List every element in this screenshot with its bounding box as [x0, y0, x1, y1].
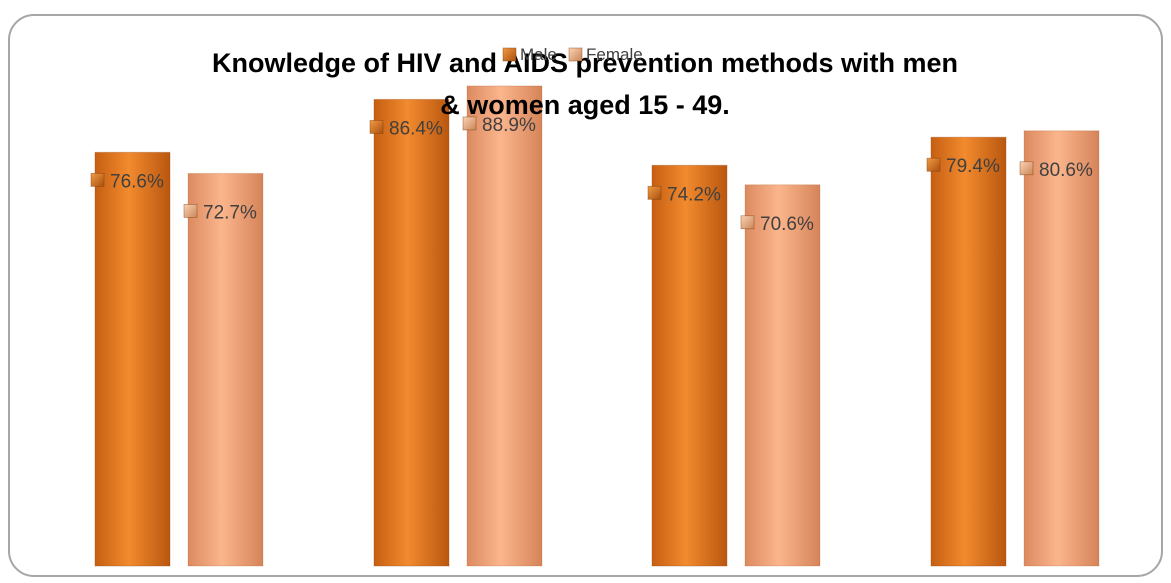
legend-label-female: Female: [586, 45, 643, 64]
data-label-male-4: 79.4%: [946, 156, 1000, 177]
data-label-female-3: 70.6%: [760, 214, 814, 235]
bar-male-1: [94, 151, 171, 567]
data-label-male-3: 74.2%: [667, 184, 721, 205]
legend-marker-female-icon: [568, 47, 583, 62]
chart-title-line1: Knowledge of HIV and AIDS prevention met…: [212, 48, 958, 78]
data-label-marker-icon: [369, 120, 384, 134]
data-label-male-1: 76.6%: [110, 171, 164, 192]
legend: Male Female: [502, 45, 643, 64]
bar-male-4: [930, 136, 1007, 567]
data-label-female-2: 88.9%: [482, 115, 536, 136]
data-label-female-1: 72.7%: [203, 202, 257, 223]
data-label-female-4: 80.6%: [1039, 160, 1093, 181]
data-label-marker-icon: [647, 185, 662, 200]
data-label-marker-icon: [740, 215, 755, 230]
legend-label-male: Male: [520, 45, 557, 64]
data-label-male-2: 86.4%: [389, 118, 443, 139]
data-label-marker-icon: [926, 157, 941, 172]
chart-title-line2: & women aged 15 - 49.: [440, 90, 730, 120]
bar-male-2: [373, 98, 450, 567]
data-label-marker-icon: [1019, 161, 1034, 176]
data-label-marker-icon: [90, 172, 105, 187]
bar-male-3: [651, 164, 728, 567]
legend-marker-male-icon: [502, 47, 517, 62]
data-label-marker-icon: [462, 116, 477, 131]
bar-female-4: [1023, 130, 1100, 567]
bar-female-3: [744, 184, 821, 567]
data-label-marker-icon: [183, 204, 198, 218]
bar-female-1: [187, 172, 264, 567]
bar-female-2: [466, 85, 543, 567]
